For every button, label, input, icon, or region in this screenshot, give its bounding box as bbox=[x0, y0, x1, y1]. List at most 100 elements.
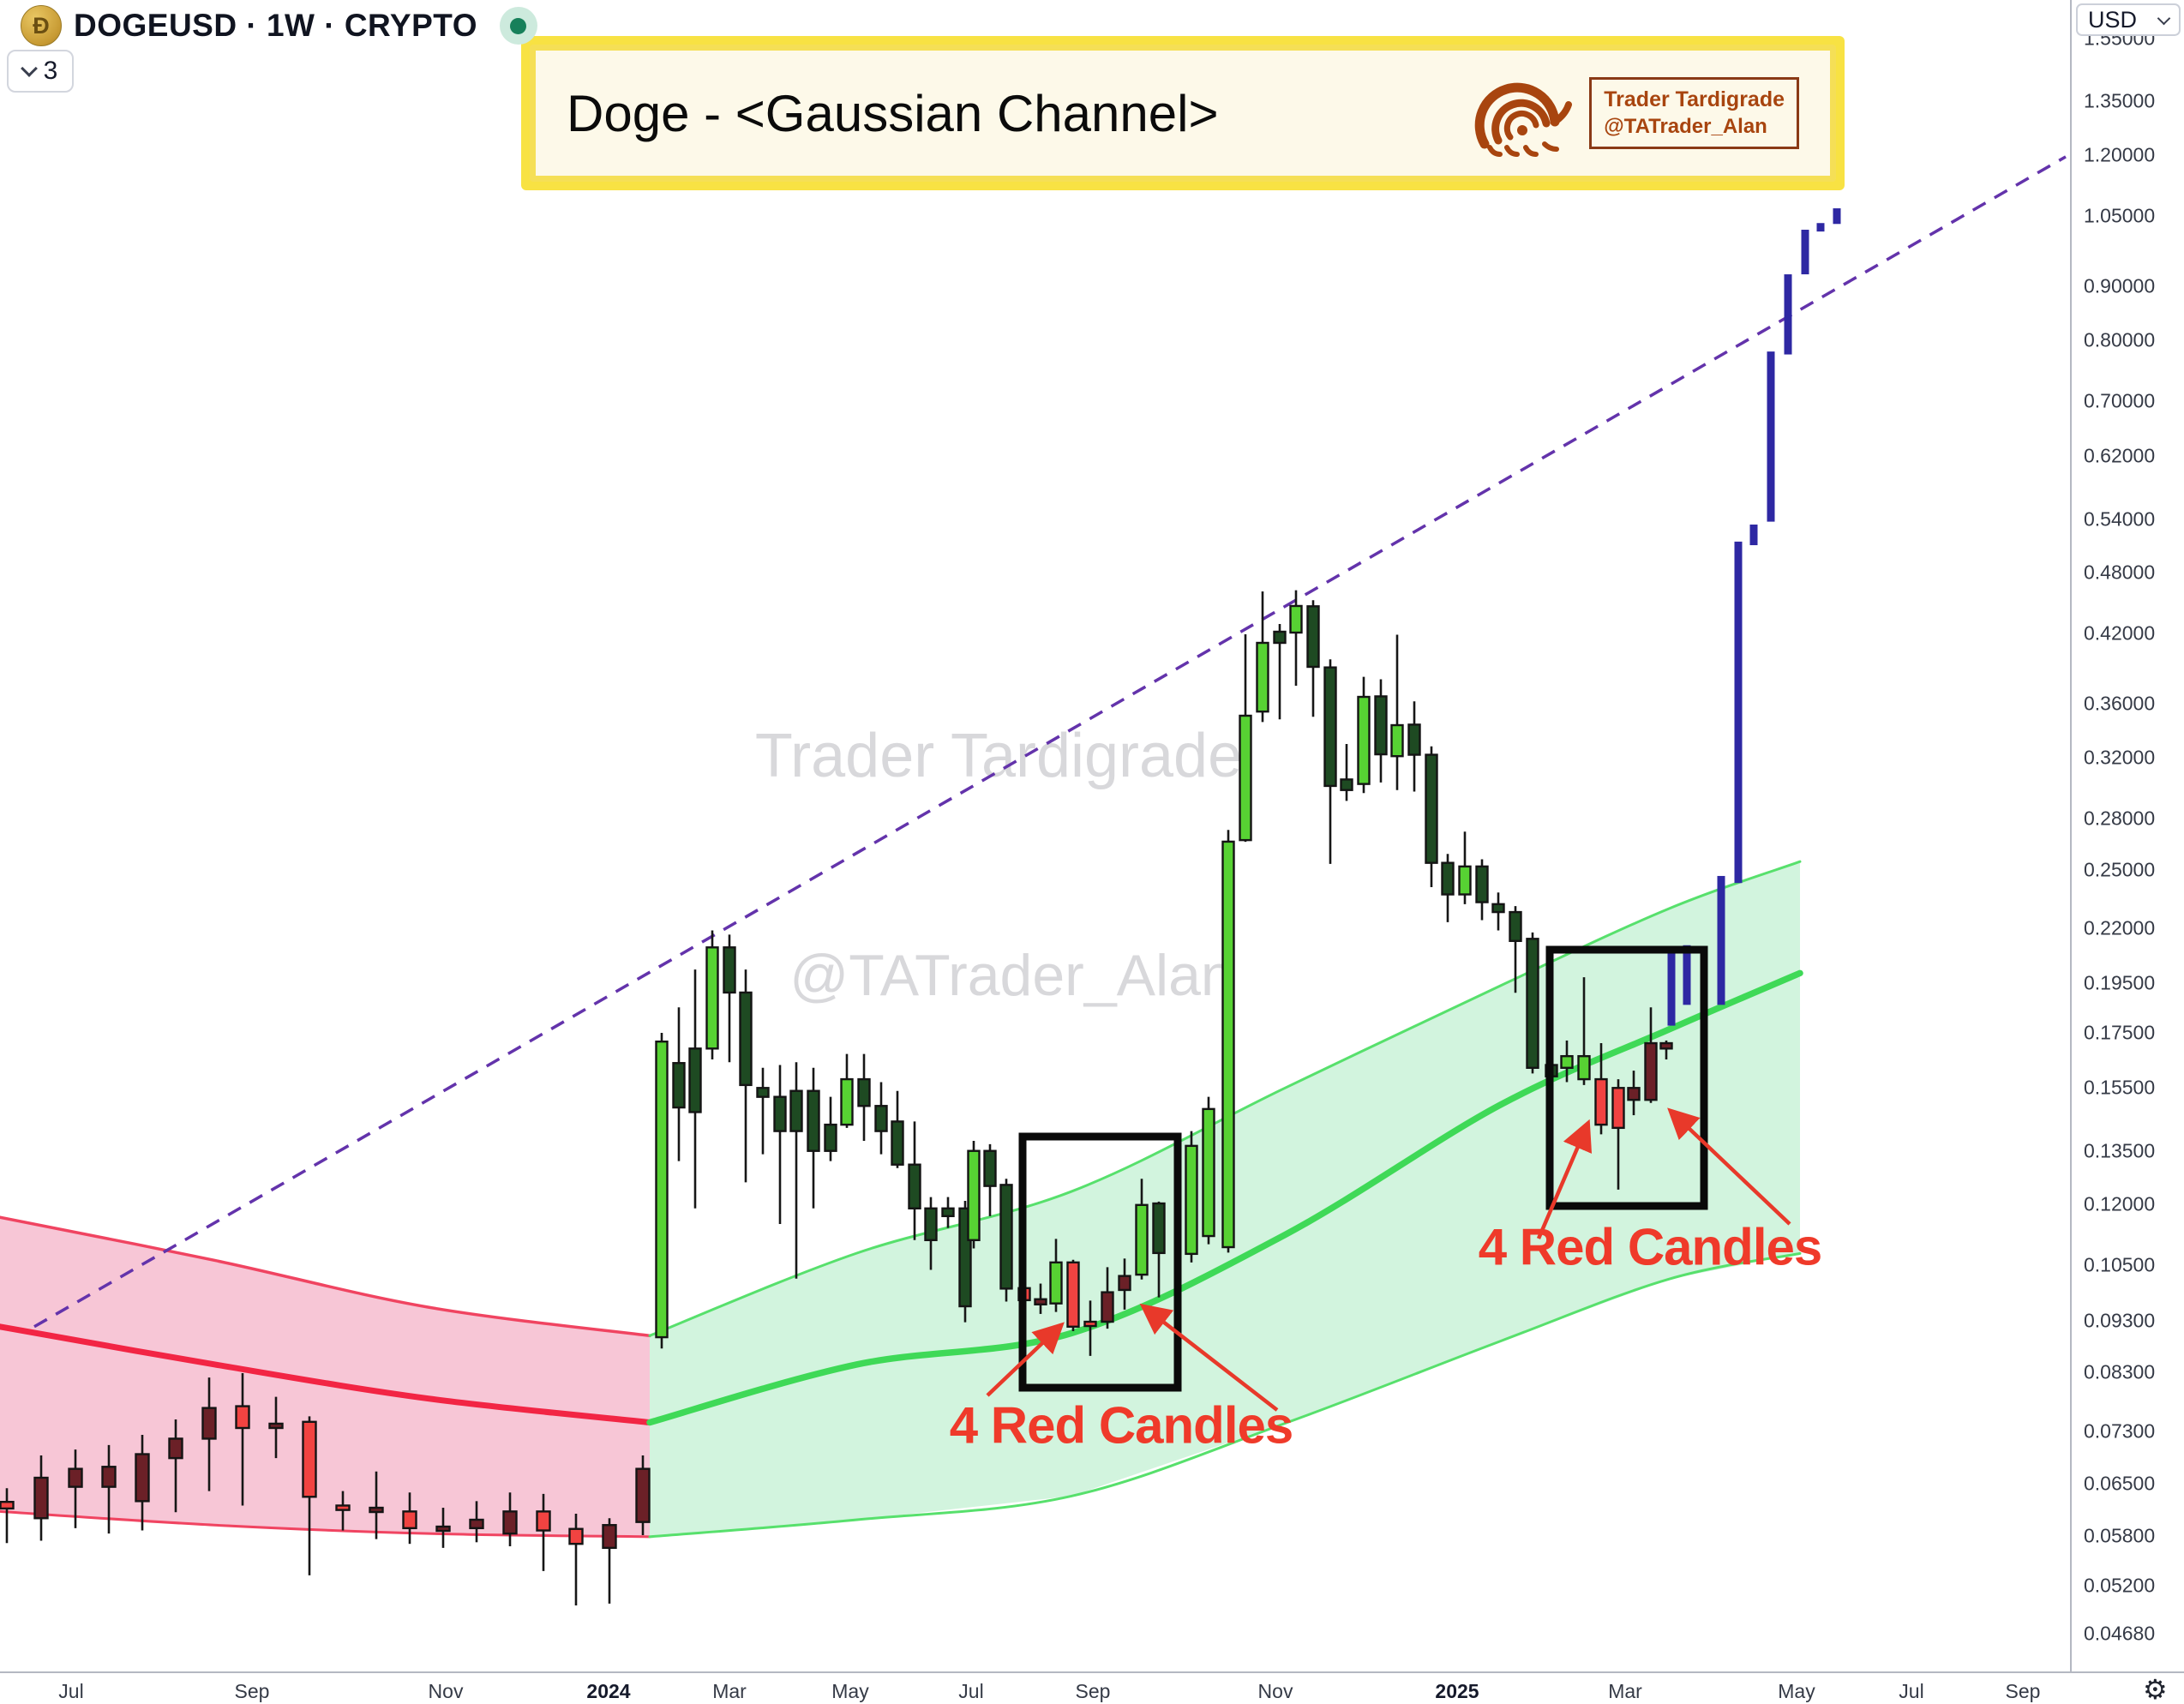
projection-layer bbox=[1667, 208, 1841, 1026]
candle bbox=[235, 1373, 250, 1506]
candle bbox=[924, 1197, 938, 1270]
candle bbox=[335, 1491, 351, 1531]
time-tick-label: Mar bbox=[712, 1680, 747, 1702]
annotation-4-red-candles-2: 4 Red Candles bbox=[1478, 1218, 1822, 1276]
candle bbox=[1407, 701, 1421, 792]
watermark-line1: Trader Tardigrade bbox=[754, 722, 1243, 790]
candle bbox=[857, 1053, 871, 1142]
candle bbox=[739, 969, 753, 1183]
candle bbox=[1491, 892, 1505, 931]
currency-label: USD bbox=[2088, 6, 2138, 33]
annotation-arrow-1 bbox=[986, 1322, 1065, 1397]
symbol-header[interactable]: Ð DOGEUSD · 1W · CRYPTO bbox=[21, 5, 537, 46]
candle bbox=[1239, 634, 1252, 843]
candle bbox=[983, 1143, 997, 1216]
tardigrade-logo-icon bbox=[1474, 82, 1573, 157]
candle bbox=[402, 1492, 417, 1545]
market-status-dot bbox=[510, 17, 527, 34]
candle bbox=[672, 1007, 686, 1161]
candle bbox=[891, 1090, 904, 1168]
price-tick-label: 1.05000 bbox=[2084, 204, 2156, 227]
time-axis[interactable]: Jul Sep Nov 2024 Mar May Jul Sep Nov 2025 Mar May Ju… bbox=[0, 1671, 2184, 1704]
candle bbox=[1374, 679, 1388, 783]
price-tick-label: 0.04680 bbox=[2084, 1622, 2156, 1645]
projection-bar bbox=[1734, 541, 1743, 884]
time-tick-label: Jul bbox=[958, 1680, 984, 1702]
candle bbox=[435, 1508, 451, 1548]
projection-bar bbox=[1784, 274, 1792, 355]
price-tick-label: 0.15500 bbox=[2084, 1076, 2156, 1099]
price-tick-label: 0.80000 bbox=[2084, 328, 2156, 351]
candles-layer bbox=[0, 590, 1673, 1605]
candle bbox=[1357, 676, 1371, 794]
credit-line2: @TATrader_Alan bbox=[1604, 114, 1767, 138]
candle bbox=[1594, 1043, 1608, 1135]
time-tick-label: Sep bbox=[2005, 1680, 2041, 1702]
annotation-arrow-4 bbox=[1667, 1107, 1791, 1226]
price-tick-label: 0.22000 bbox=[2084, 916, 2156, 939]
projection-bar bbox=[1717, 875, 1725, 1005]
candle bbox=[502, 1492, 518, 1546]
candle bbox=[789, 1062, 803, 1279]
candle bbox=[840, 1053, 854, 1128]
price-tick-label: 1.35000 bbox=[2084, 89, 2156, 112]
channel-center-line-bearish bbox=[0, 1323, 653, 1426]
candle bbox=[602, 1518, 617, 1604]
time-tick-label: Nov bbox=[1257, 1680, 1293, 1702]
candle bbox=[1458, 831, 1472, 904]
price-tick-label: 0.08300 bbox=[2084, 1360, 2156, 1383]
candle bbox=[1526, 932, 1539, 1074]
title-banner-inner: Doge - <Gaussian Channel> Trader Tardigr… bbox=[530, 45, 1836, 182]
candle bbox=[1221, 830, 1235, 1253]
chevron-down-icon bbox=[20, 60, 38, 77]
watermark-line2: @TATrader_Alan bbox=[789, 943, 1233, 1008]
candle bbox=[1034, 1283, 1047, 1314]
candle bbox=[201, 1377, 217, 1491]
candle bbox=[1611, 1079, 1625, 1190]
indicator-count-dropdown[interactable]: 3 bbox=[7, 50, 74, 93]
currency-dropdown[interactable]: USD bbox=[2076, 3, 2181, 36]
highlight-box-1[interactable] bbox=[1018, 1132, 1182, 1392]
candle bbox=[773, 1065, 787, 1224]
time-tick-label: 2025 bbox=[1435, 1680, 1479, 1702]
projection-bar bbox=[1667, 947, 1676, 1026]
candle bbox=[0, 1488, 15, 1544]
candle bbox=[824, 1096, 837, 1161]
price-tick-label: 0.07300 bbox=[2084, 1419, 2156, 1443]
candle bbox=[1101, 1267, 1114, 1329]
price-tick-label: 0.10500 bbox=[2084, 1253, 2156, 1276]
projection-bar bbox=[1801, 230, 1809, 275]
candle bbox=[1340, 743, 1353, 801]
candle bbox=[1560, 1040, 1574, 1083]
candle bbox=[941, 1197, 955, 1228]
candle bbox=[469, 1501, 484, 1543]
candle bbox=[908, 1121, 921, 1240]
time-tick-label: Sep bbox=[1075, 1680, 1111, 1702]
channel-upper-line-bullish bbox=[648, 860, 1802, 1337]
price-tick-label: 0.05800 bbox=[2084, 1524, 2156, 1547]
gaussian-channel-fill-bearish bbox=[0, 1217, 650, 1537]
candle bbox=[568, 1513, 584, 1605]
time-tick-label: Jul bbox=[58, 1680, 84, 1702]
banner-title: Doge - <Gaussian Channel> bbox=[567, 84, 1219, 142]
candle bbox=[101, 1444, 117, 1534]
price-tick-label: 0.90000 bbox=[2084, 274, 2156, 297]
candle bbox=[1289, 590, 1303, 686]
settings-gear-icon[interactable]: ⚙ bbox=[2143, 1674, 2168, 1704]
channel-lower-line-bearish bbox=[0, 1509, 651, 1539]
market-status-halo bbox=[499, 7, 537, 45]
highlight-box-2[interactable] bbox=[1545, 945, 1708, 1210]
candle bbox=[135, 1435, 150, 1531]
candle bbox=[705, 930, 719, 1060]
annotation-arrow-2 bbox=[1139, 1303, 1279, 1412]
candle bbox=[1185, 1131, 1198, 1263]
price-tick-label: 0.12000 bbox=[2084, 1192, 2156, 1215]
projection-bar bbox=[1683, 945, 1691, 1005]
price-tick-label: 0.62000 bbox=[2084, 444, 2156, 467]
price-tick-label: 0.17500 bbox=[2084, 1021, 2156, 1044]
candle bbox=[723, 934, 736, 1063]
price-axis[interactable]: 1.55000 1.35000 1.20000 1.05000 0.90000 0.800… bbox=[2070, 0, 2184, 1671]
candle bbox=[688, 969, 702, 1209]
